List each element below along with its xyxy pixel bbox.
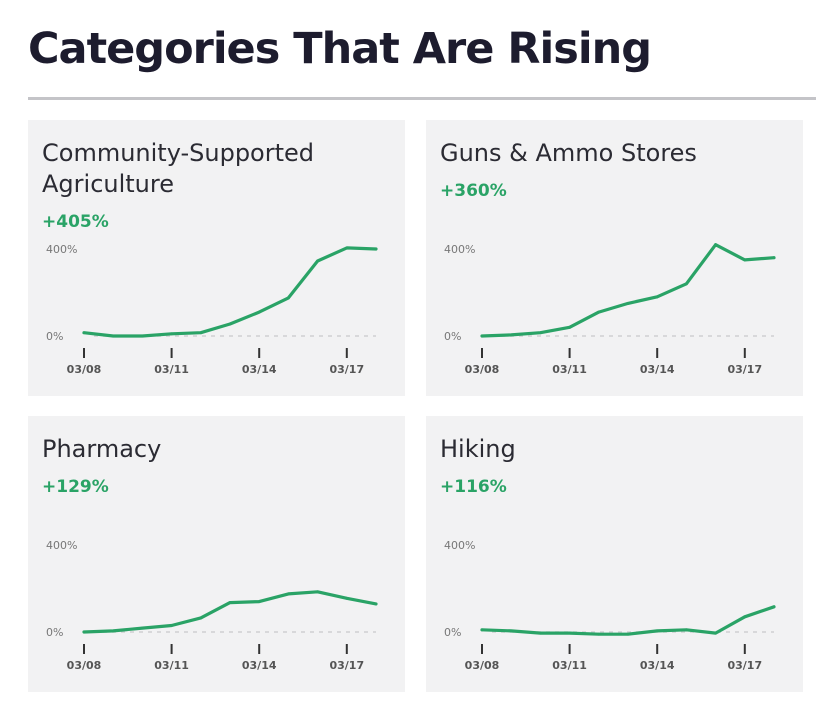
x-tick-label: 03/11 xyxy=(552,363,587,376)
data-point xyxy=(82,331,86,335)
data-point xyxy=(287,296,290,300)
panel-title: Hiking xyxy=(440,435,516,463)
data-point xyxy=(316,590,319,594)
data-point xyxy=(714,631,717,635)
data-point xyxy=(141,626,144,630)
x-tick-label: 03/14 xyxy=(640,659,675,672)
chart-panel-community-supported-agriculture: Community-Supported Agriculture +405% 0%… xyxy=(28,120,405,396)
data-point xyxy=(597,310,601,314)
data-point xyxy=(374,602,378,606)
series-line xyxy=(480,243,776,338)
chart-panel-pharmacy: Pharmacy +129% 0% 400% 03/08 03/11 03/14 03/1… xyxy=(28,416,405,692)
data-point xyxy=(111,629,115,633)
panel-title: Guns & Ammo Stores xyxy=(440,139,697,167)
data-point xyxy=(655,295,659,299)
data-point xyxy=(772,605,776,609)
x-tick-label: 03/11 xyxy=(154,659,189,672)
panel-change: +405% xyxy=(42,212,109,232)
data-point xyxy=(480,334,484,338)
y-tick-label: 0% xyxy=(46,626,63,639)
x-tick-label: 03/17 xyxy=(727,363,762,376)
data-point xyxy=(257,310,261,314)
page-title: Categories That Are Rising xyxy=(28,24,652,74)
data-point xyxy=(170,624,174,627)
line-chart: 0% 400% 03/08 03/11 03/14 03/17 xyxy=(444,539,776,672)
data-point xyxy=(685,628,688,632)
panel-title: Pharmacy xyxy=(42,435,162,463)
data-point xyxy=(509,629,513,633)
data-point xyxy=(480,628,484,632)
x-tick-label: 03/08 xyxy=(67,363,102,376)
data-point xyxy=(111,334,115,338)
line-chart: 0% 400% 03/08 03/11 03/14 03/17 xyxy=(46,539,378,672)
data-point xyxy=(316,259,319,263)
data-point xyxy=(345,596,349,600)
data-point xyxy=(141,334,144,338)
data-point xyxy=(655,629,659,633)
data-point xyxy=(509,333,513,337)
panel-title: Community-Supported Agriculture xyxy=(42,139,315,198)
data-point xyxy=(568,631,571,635)
y-tick-label: 400% xyxy=(46,243,77,256)
x-tick-label: 03/08 xyxy=(465,363,500,376)
data-point xyxy=(743,615,747,619)
line-chart: 0% 400% 03/08 03/11 03/14 03/17 xyxy=(46,243,378,376)
data-point xyxy=(714,243,717,247)
title-divider xyxy=(28,97,816,100)
panel-change: +129% xyxy=(42,477,109,497)
data-point xyxy=(539,631,542,635)
data-point xyxy=(626,632,630,636)
data-point xyxy=(743,258,747,262)
data-point xyxy=(685,282,688,286)
x-tick-label: 03/17 xyxy=(329,363,364,376)
x-tick-label: 03/17 xyxy=(329,659,364,672)
data-point xyxy=(568,325,571,329)
x-tick-label: 03/14 xyxy=(242,363,277,376)
chart-panel-guns-ammo-stores: Guns & Ammo Stores +360% 0% 400% 03/08 03/1… xyxy=(426,120,803,396)
x-tick-label: 03/14 xyxy=(640,363,675,376)
x-tick-label: 03/14 xyxy=(242,659,277,672)
data-point xyxy=(170,332,174,336)
data-point xyxy=(199,331,203,335)
y-tick-label: 400% xyxy=(444,539,475,552)
data-point xyxy=(374,247,378,251)
x-tick-label: 03/11 xyxy=(552,659,587,672)
x-tick-label: 03/08 xyxy=(465,659,500,672)
data-point xyxy=(82,630,86,634)
y-tick-label: 0% xyxy=(444,626,461,639)
series-line xyxy=(480,605,776,636)
data-point xyxy=(228,322,232,326)
x-tick-label: 03/08 xyxy=(67,659,102,672)
data-point xyxy=(345,246,349,250)
panel-change: +360% xyxy=(440,181,507,201)
y-tick-label: 400% xyxy=(46,539,77,552)
chart-panel-hiking: Hiking +116% 0% 400% 03/08 03/11 03/14 03/17 xyxy=(426,416,803,692)
data-point xyxy=(626,301,630,305)
data-point xyxy=(257,600,261,603)
data-point xyxy=(287,592,290,596)
y-tick-label: 0% xyxy=(444,330,461,343)
x-tick-label: 03/11 xyxy=(154,363,189,376)
y-tick-label: 0% xyxy=(46,330,63,343)
panel-change: +116% xyxy=(440,477,507,497)
y-tick-label: 400% xyxy=(444,243,475,256)
data-point xyxy=(597,632,601,636)
line-chart: 0% 400% 03/08 03/11 03/14 03/17 xyxy=(444,243,776,376)
data-point xyxy=(539,331,542,335)
data-point xyxy=(772,256,776,260)
series-line xyxy=(82,590,378,634)
x-tick-label: 03/17 xyxy=(727,659,762,672)
data-point xyxy=(228,601,232,605)
data-point xyxy=(199,616,203,620)
